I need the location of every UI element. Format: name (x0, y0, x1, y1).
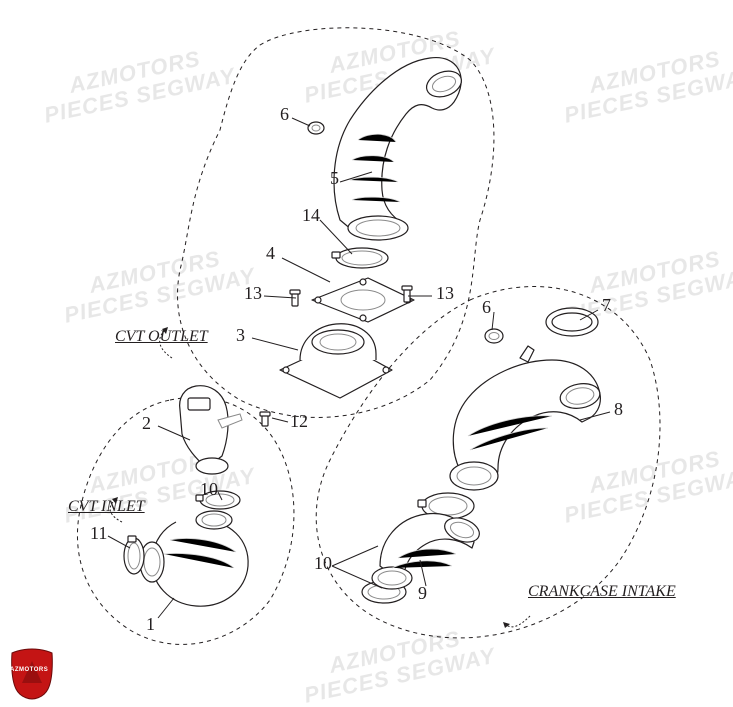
part-14-clamp (332, 248, 388, 268)
part-13-bolt-right (402, 286, 412, 302)
diagram-canvas: AZMOTORS PIECES SEGWAY AZMOTORS PIECES S… (0, 0, 733, 707)
part-1-inlet-elbow (140, 511, 248, 606)
part-8-intake-pipe (450, 346, 602, 490)
azmotors-logo (8, 647, 56, 701)
part-11-clamp (124, 536, 144, 574)
label-crankcase: CRANKCASE INTAKE (528, 584, 676, 601)
azmotors-logo-text: AZMOTORS (10, 667, 48, 673)
part-2-inlet-upper (180, 386, 242, 474)
part-6-grommet-right (485, 329, 503, 343)
label-cvt-inlet: CVT INLET (68, 498, 145, 516)
part-9-elbow (372, 514, 483, 589)
part-6-grommet-top (308, 122, 324, 134)
part-10-clamp-upper (196, 491, 240, 509)
part-12-bolt (260, 412, 270, 426)
part-4-flange (312, 278, 414, 322)
part-5-upper-pipe (334, 58, 465, 240)
diagram-svg (0, 0, 733, 707)
label-cvt-outlet: CVT OUTLET (115, 328, 208, 346)
part-7-oblong-gasket (546, 308, 598, 336)
